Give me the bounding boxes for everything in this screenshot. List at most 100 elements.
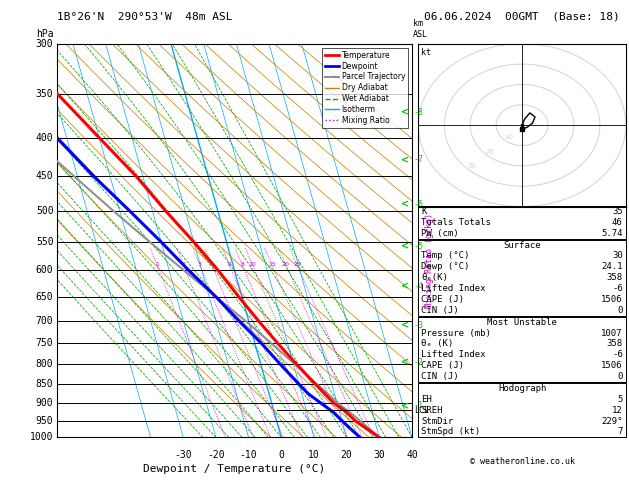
Text: 5: 5: [617, 395, 623, 404]
Text: <: <: [401, 357, 409, 367]
Text: CIN (J): CIN (J): [421, 306, 459, 315]
Text: Dewp (°C): Dewp (°C): [421, 262, 470, 271]
Text: -3: -3: [414, 321, 424, 330]
Text: <: <: [401, 401, 409, 411]
Text: -2: -2: [414, 358, 424, 367]
Text: -10: -10: [240, 450, 257, 460]
Text: 0: 0: [279, 450, 284, 460]
Text: 24.1: 24.1: [601, 262, 623, 271]
Text: 500: 500: [36, 206, 53, 216]
Legend: Temperature, Dewpoint, Parcel Trajectory, Dry Adiabat, Wet Adiabat, Isotherm, Mi: Temperature, Dewpoint, Parcel Trajectory…: [322, 48, 408, 128]
Text: PW (cm): PW (cm): [421, 229, 459, 238]
Text: 550: 550: [36, 237, 53, 247]
Text: 12: 12: [612, 406, 623, 415]
Text: 350: 350: [36, 89, 53, 99]
Text: 10: 10: [248, 262, 257, 267]
Text: hPa: hPa: [36, 29, 53, 39]
Text: -7: -7: [414, 156, 424, 164]
Text: LCL: LCL: [414, 406, 429, 415]
Text: 2: 2: [181, 262, 186, 267]
Text: CIN (J): CIN (J): [421, 372, 459, 381]
Text: 650: 650: [36, 292, 53, 301]
Text: 0: 0: [617, 372, 623, 381]
Text: -30: -30: [174, 450, 192, 460]
Text: 5.74: 5.74: [601, 229, 623, 238]
Text: 229°: 229°: [601, 417, 623, 426]
Text: θₑ (K): θₑ (K): [421, 340, 454, 348]
Text: <: <: [401, 320, 409, 330]
Text: -8: -8: [414, 108, 424, 117]
Text: 46: 46: [612, 218, 623, 227]
Text: -6: -6: [612, 350, 623, 359]
Text: -5: -5: [414, 242, 424, 251]
Text: Lifted Index: Lifted Index: [421, 284, 486, 293]
Text: kt: kt: [421, 48, 431, 57]
Text: 06.06.2024  00GMT  (Base: 18): 06.06.2024 00GMT (Base: 18): [424, 12, 620, 22]
Text: 1: 1: [155, 262, 159, 267]
Text: Pressure (mb): Pressure (mb): [421, 329, 491, 338]
Text: <: <: [401, 199, 409, 209]
Text: <: <: [401, 281, 409, 291]
Text: <: <: [401, 155, 409, 165]
Text: 1506: 1506: [601, 361, 623, 370]
Text: 600: 600: [36, 265, 53, 276]
Text: Surface: Surface: [503, 241, 541, 250]
Text: 750: 750: [36, 338, 53, 348]
Text: Mixing Ratio (g/kg): Mixing Ratio (g/kg): [425, 213, 434, 308]
Text: 450: 450: [36, 171, 53, 181]
Text: 15: 15: [268, 262, 276, 267]
Text: CAPE (J): CAPE (J): [421, 295, 464, 304]
Text: 7: 7: [617, 428, 623, 436]
Text: 358: 358: [606, 273, 623, 282]
Text: 400: 400: [36, 133, 53, 143]
Text: 10: 10: [308, 450, 320, 460]
Text: 30: 30: [467, 163, 477, 169]
Text: 850: 850: [36, 379, 53, 389]
Text: 358: 358: [606, 340, 623, 348]
Text: -20: -20: [207, 450, 225, 460]
Text: Dewpoint / Temperature (°C): Dewpoint / Temperature (°C): [143, 464, 325, 474]
Text: -4: -4: [414, 282, 424, 291]
Text: SREH: SREH: [421, 406, 443, 415]
Text: 20: 20: [341, 450, 352, 460]
Text: 900: 900: [36, 398, 53, 408]
Text: -1: -1: [414, 401, 424, 410]
Text: 300: 300: [36, 39, 53, 49]
Text: 8: 8: [240, 262, 244, 267]
Text: km
ASL: km ASL: [413, 19, 428, 39]
Text: 700: 700: [36, 316, 53, 326]
Text: StmDir: StmDir: [421, 417, 454, 426]
Text: <: <: [401, 242, 409, 252]
Text: 3: 3: [198, 262, 202, 267]
Text: K: K: [421, 207, 427, 216]
Text: 25: 25: [293, 262, 301, 267]
Text: 4: 4: [209, 262, 214, 267]
Text: Temp (°C): Temp (°C): [421, 251, 470, 260]
Text: 30: 30: [374, 450, 385, 460]
Text: 950: 950: [36, 416, 53, 426]
Text: 1B°26'N  290°53'W  48m ASL: 1B°26'N 290°53'W 48m ASL: [57, 12, 232, 22]
Text: 40: 40: [406, 450, 418, 460]
Text: 30: 30: [612, 251, 623, 260]
Text: Lifted Index: Lifted Index: [421, 350, 486, 359]
Text: θₑ(K): θₑ(K): [421, 273, 448, 282]
Text: 35: 35: [612, 207, 623, 216]
Text: <: <: [401, 107, 409, 117]
Text: Totals Totals: Totals Totals: [421, 218, 491, 227]
Text: Most Unstable: Most Unstable: [487, 318, 557, 327]
Text: 1007: 1007: [601, 329, 623, 338]
Text: -6: -6: [612, 284, 623, 293]
Text: CAPE (J): CAPE (J): [421, 361, 464, 370]
Text: 10: 10: [504, 135, 513, 140]
Text: EH: EH: [421, 395, 432, 404]
Text: 20: 20: [486, 149, 494, 155]
Text: 6: 6: [227, 262, 231, 267]
Text: 20: 20: [282, 262, 290, 267]
Text: 800: 800: [36, 360, 53, 369]
Text: 0: 0: [617, 306, 623, 315]
Text: 1506: 1506: [601, 295, 623, 304]
Text: StmSpd (kt): StmSpd (kt): [421, 428, 481, 436]
Text: © weatheronline.co.uk: © weatheronline.co.uk: [470, 457, 574, 466]
Text: -6: -6: [414, 200, 424, 208]
Text: 1000: 1000: [30, 433, 53, 442]
